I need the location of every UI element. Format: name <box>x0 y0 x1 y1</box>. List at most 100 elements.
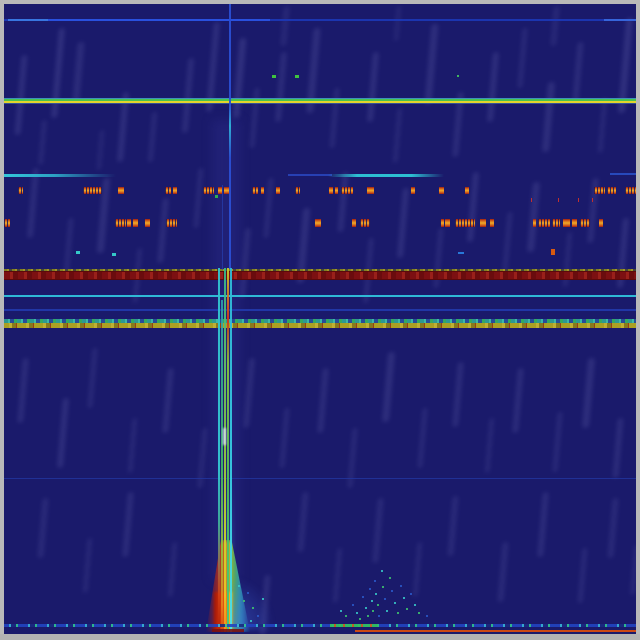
spray-dot <box>372 610 374 612</box>
noise-streak <box>238 228 252 298</box>
burst-block <box>580 219 590 227</box>
signal-dot <box>295 75 299 78</box>
noise-streak <box>147 112 158 162</box>
noise-streak <box>497 542 509 602</box>
noise-streak <box>484 418 495 473</box>
signal-line-horizontal <box>4 309 636 311</box>
noise-streak <box>502 212 513 272</box>
noise-streak <box>550 6 560 46</box>
signal-dot <box>112 253 116 256</box>
signal-line-vertical <box>223 428 226 445</box>
noise-streak <box>87 348 98 408</box>
noise-streak <box>612 418 624 478</box>
burst-block <box>329 187 333 194</box>
burst-block <box>599 219 603 227</box>
baseline-accent <box>330 624 378 627</box>
burst-block <box>173 187 177 194</box>
burst-block <box>341 187 353 194</box>
signal-line-horizontal <box>4 271 636 280</box>
noise-streak <box>392 108 403 163</box>
spray-dot <box>377 604 379 606</box>
spray-dot <box>252 607 254 609</box>
burst-block <box>218 187 222 194</box>
spray-dot <box>397 612 399 614</box>
spray-dot <box>374 580 376 582</box>
burst-block <box>607 187 616 194</box>
noise-streak <box>452 362 464 427</box>
burst-block <box>480 219 486 227</box>
signal-line-horizontal <box>4 103 636 104</box>
spray-dot <box>257 615 259 617</box>
noise-streak <box>197 428 208 488</box>
spray-dot <box>340 610 342 612</box>
tick-mark <box>531 198 532 202</box>
noise-streak <box>552 412 563 472</box>
noise-streak <box>249 88 260 148</box>
noise-streak <box>297 492 309 552</box>
noise-streak <box>337 172 349 232</box>
noise-streak <box>597 98 608 153</box>
spray-dot <box>345 615 347 617</box>
burst-block <box>4 219 10 227</box>
noise-streak <box>537 492 549 557</box>
noise-streak <box>56 398 70 468</box>
noise-streak <box>417 408 428 468</box>
noise-streak <box>232 38 247 118</box>
burst-block <box>552 219 560 227</box>
spray-dot <box>418 612 420 614</box>
noise-streak <box>424 24 439 104</box>
noise-streak <box>396 188 410 258</box>
spray-dot <box>410 593 412 595</box>
burst-block <box>118 187 124 194</box>
noise-streak <box>162 368 174 433</box>
burst-block <box>166 219 177 227</box>
spray-dot <box>250 620 252 622</box>
signal-line-horizontal <box>4 271 636 272</box>
noise-streak <box>577 548 588 603</box>
noise-streak <box>381 352 396 422</box>
noise-streak <box>38 120 47 165</box>
signal-line-horizontal <box>4 323 636 328</box>
noise-streak <box>122 492 134 557</box>
noise-streak <box>447 496 459 556</box>
noise-streak <box>466 172 480 242</box>
noise-streak <box>372 498 384 563</box>
burst-block <box>352 219 356 227</box>
burst-block <box>276 187 280 194</box>
noise-streak <box>193 168 204 228</box>
signal-line-vertical <box>218 268 220 632</box>
spray-dot <box>247 592 249 594</box>
noise-streak <box>167 542 178 597</box>
burst-block <box>127 219 131 227</box>
signal-line-vertical <box>222 185 223 270</box>
noise-streak <box>512 368 524 433</box>
noise-streak <box>517 28 528 88</box>
signal-line-horizontal <box>604 19 636 21</box>
spray-dot <box>400 585 402 587</box>
signal-line-horizontal <box>4 269 636 271</box>
burst-block <box>252 187 258 194</box>
spray-dot <box>356 612 358 614</box>
spray-dot <box>352 604 354 606</box>
spray-dot <box>426 615 428 617</box>
spray-dot <box>394 602 396 604</box>
signal-dot <box>458 252 464 254</box>
window-frame-bottom <box>0 634 640 640</box>
noise-streak <box>541 82 556 152</box>
signal-line-horizontal <box>4 478 636 479</box>
noise-streak <box>317 368 329 433</box>
burst-block <box>441 219 444 227</box>
burst-block <box>203 187 214 194</box>
noise-streak <box>607 498 619 558</box>
spray-dot <box>391 590 393 592</box>
signal-line-horizontal <box>4 279 636 280</box>
spray-dot <box>365 607 367 609</box>
baseline-orange-line <box>355 630 636 632</box>
noise-streak <box>572 42 584 102</box>
burst-block <box>533 219 536 227</box>
noise-streak <box>347 428 358 488</box>
baseline-speckle <box>4 624 636 627</box>
noise-streak <box>332 548 343 603</box>
